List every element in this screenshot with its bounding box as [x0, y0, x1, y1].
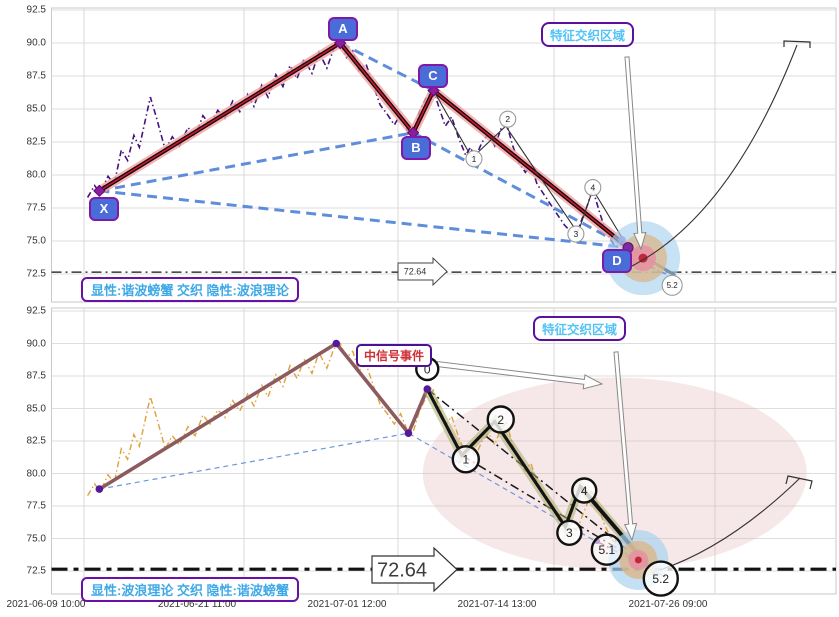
wave-number-text: 2 — [505, 114, 510, 124]
harmonic-core — [412, 90, 435, 134]
wave-number-circle — [486, 405, 515, 434]
y-tick-label: 82.5 — [26, 136, 46, 148]
down-arrow-bottom — [613, 351, 638, 542]
x-tick-label: 2021-07-26 09:00 — [628, 599, 708, 610]
y-tick-label: 90.0 — [26, 338, 46, 349]
wave-number-text: 5.2 — [652, 572, 669, 586]
harmonic-ratio-line — [412, 131, 629, 249]
wave-number-circle — [590, 533, 624, 566]
x-tick-label: 2021-06-09 10:00 — [6, 599, 86, 610]
wave-number-circle — [584, 178, 602, 197]
y-tick-label: 87.5 — [26, 70, 46, 82]
pivot-label-B: B — [401, 136, 431, 160]
pivot-label-C: C — [418, 64, 448, 88]
harmonic-ratio-line — [339, 41, 435, 92]
arc-tick-top — [783, 40, 811, 48]
harmonic-core — [339, 42, 414, 134]
pivot-dot — [404, 429, 413, 438]
y-tick-label: 85.0 — [26, 103, 46, 115]
x-tick-label: 2021-07-01 12:00 — [307, 599, 387, 610]
x-tick-label: 2021-06-21 11:00 — [157, 599, 237, 610]
panel-footer-bottom: 显性:波浪理论 交织 隐性:谐波螃蟹 — [81, 577, 299, 602]
pivot-label-D: D — [602, 249, 632, 273]
wave-number-circle — [499, 110, 517, 128]
right-arrow-bottom — [436, 360, 604, 390]
pivot-label-X: X — [89, 197, 119, 221]
wave-number-text: 4 — [590, 183, 595, 193]
signal-event-label: 中信号事件 — [356, 344, 433, 367]
y-tick-label: 72.5 — [26, 268, 46, 280]
pivot-marker — [93, 184, 106, 198]
arc-annotation-top — [631, 44, 798, 267]
y-tick-label: 72.5 — [26, 565, 46, 577]
wave-number-text: 3 — [566, 526, 573, 540]
y-tick-label: 92.5 — [26, 305, 46, 317]
confluence-heat-blob — [638, 253, 648, 263]
y-tick-label: 80.0 — [26, 468, 46, 479]
harmonic-ratio-line — [99, 189, 629, 250]
harmonic-ratio-line — [99, 131, 414, 193]
y-tick-label: 82.5 — [26, 435, 46, 447]
impulse-line — [98, 341, 429, 491]
hidden-ratio-line — [99, 432, 601, 545]
zone-label-bottom: 特征交织区域 — [533, 316, 627, 341]
wave-number-text: 2 — [497, 413, 504, 427]
zone-label-top: 特征交织区域 — [541, 22, 635, 47]
y-tick-label: 75.0 — [26, 533, 46, 544]
wave-number-circle — [571, 477, 598, 504]
wave-number-circle — [451, 445, 480, 474]
wave-number-text: 5.1 — [599, 543, 616, 557]
down-arrow-top — [624, 56, 647, 251]
pivot-marker-halo — [618, 236, 626, 244]
wave-number-circle — [465, 150, 483, 168]
level-callout-top — [397, 256, 448, 287]
y-tick-label: 92.5 — [26, 4, 46, 16]
level-value-top: 72.64 — [404, 267, 427, 277]
pivot-dot — [95, 485, 104, 493]
panel-footer-top: 显性:谐波螃蟹 交织 隐性:波浪理论 — [81, 277, 299, 302]
arc-tick-bottom — [785, 475, 813, 490]
harmonic-core — [98, 42, 341, 192]
y-tick-label: 75.0 — [26, 235, 46, 247]
wave-number-text: 1 — [472, 154, 477, 164]
pivot-dot — [332, 339, 341, 348]
wave-number-text: 3 — [574, 229, 579, 239]
pivot-dot — [423, 385, 432, 393]
panel-border — [51, 7, 837, 303]
wave-number-circle — [642, 560, 679, 597]
y-tick-label: 77.5 — [26, 202, 46, 214]
harmonic-core — [433, 89, 629, 249]
interweave-zone-ellipse — [422, 377, 807, 570]
x-tick-label: 2021-07-14 13:00 — [457, 599, 537, 610]
arc-annotation-bottom — [659, 477, 801, 571]
wave-number-text: 5.2 — [667, 281, 679, 290]
level-value-bottom: 72.64 — [377, 560, 427, 582]
wave-number-circle — [661, 274, 683, 296]
y-tick-label: 80.0 — [26, 169, 46, 181]
confluence-heat-blob — [634, 556, 642, 564]
y-tick-label: 90.0 — [26, 37, 46, 49]
wave-number-circle — [567, 225, 585, 243]
y-tick-label: 85.0 — [26, 403, 46, 414]
wave-number-text: 0 — [424, 362, 431, 376]
y-tick-label: 87.5 — [26, 370, 46, 382]
level-callout-bottom — [371, 546, 458, 593]
wave-number-circle — [556, 519, 583, 546]
y-tick-label: 77.5 — [26, 500, 46, 512]
wave-number-text: 1 — [462, 453, 469, 467]
pivot-label-A: A — [328, 17, 358, 41]
panel-border — [51, 307, 837, 595]
wave-number-text: 4 — [581, 484, 588, 498]
